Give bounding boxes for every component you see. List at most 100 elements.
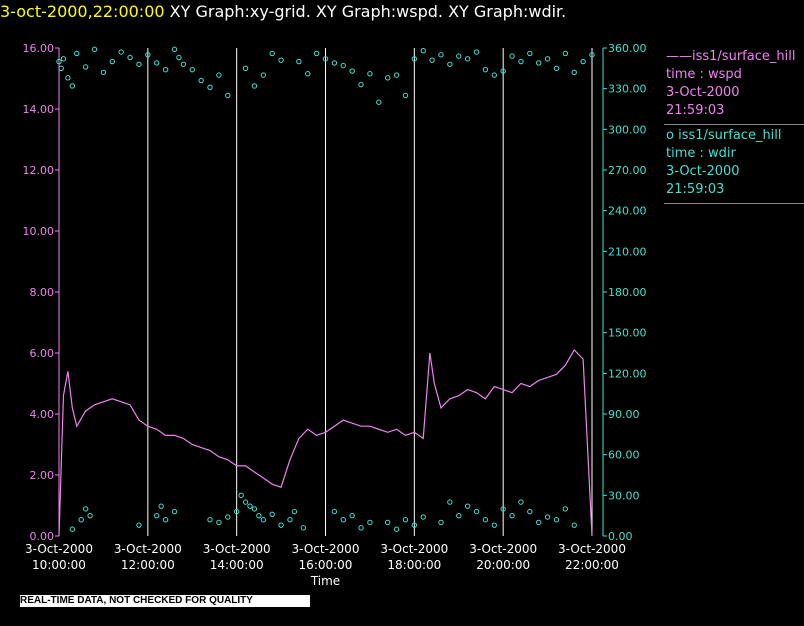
y-left-tick-label: 6.00 xyxy=(30,347,55,360)
wdir-point xyxy=(163,518,167,522)
y-right-tick-label: 300.00 xyxy=(608,123,647,136)
x-tick-label-time: 20:00:00 xyxy=(476,558,530,572)
wdir-point xyxy=(252,84,256,88)
wdir-point xyxy=(545,57,549,61)
wdir-point xyxy=(92,47,96,51)
wdir-point xyxy=(137,62,141,66)
wdir-point xyxy=(301,526,305,530)
wdir-point xyxy=(554,66,558,70)
wdir-point xyxy=(306,72,310,76)
wdir-point xyxy=(75,51,79,55)
legend-wspd-var: time : wspd xyxy=(666,66,804,84)
wdir-point xyxy=(226,515,230,519)
wdir-point xyxy=(581,59,585,63)
y-right-tick-label: 0.00 xyxy=(608,530,633,543)
wdir-point xyxy=(421,49,425,53)
wdir-point xyxy=(163,67,167,71)
wdir-point xyxy=(177,55,181,59)
wdir-point xyxy=(172,47,176,51)
wdir-point xyxy=(332,61,336,65)
wdir-point xyxy=(270,51,274,55)
wdir-point xyxy=(172,509,176,513)
wdir-point xyxy=(492,523,496,527)
y-left-tick-label: 16.00 xyxy=(23,42,55,55)
wdir-point xyxy=(110,59,114,63)
y-right-tick-label: 360.00 xyxy=(608,42,647,55)
wdir-point xyxy=(394,527,398,531)
x-tick-label-time: 14:00:00 xyxy=(210,558,264,572)
wdir-point xyxy=(270,512,274,516)
wdir-point xyxy=(572,70,576,74)
wdir-point xyxy=(155,513,159,517)
wdir-point xyxy=(537,61,541,65)
wdir-point xyxy=(492,73,496,77)
y-right-tick-label: 120.00 xyxy=(608,367,647,380)
wdir-point xyxy=(385,520,389,524)
wdir-point xyxy=(243,500,247,504)
x-tick-label-date: 3-Oct-2000 xyxy=(292,542,360,556)
wdir-point xyxy=(208,85,212,89)
y-left-tick-label: 2.00 xyxy=(30,469,55,482)
wdir-point xyxy=(190,67,194,71)
wdir-point xyxy=(137,523,141,527)
wdir-point xyxy=(519,59,523,63)
legend-wdir-time: 21:59:03 xyxy=(666,181,804,199)
wdir-point xyxy=(350,513,354,517)
legend-wdir-series: o iss1/surface_hill xyxy=(666,127,804,145)
wdir-point xyxy=(181,62,185,66)
wdir-point xyxy=(403,518,407,522)
y-right-tick-label: 30.00 xyxy=(608,489,640,502)
y-left-tick-label: 0.00 xyxy=(30,530,55,543)
y-right-tick-label: 180.00 xyxy=(608,286,647,299)
wdir-point xyxy=(88,513,92,517)
legend-wdir-date: 3-Oct-2000 xyxy=(666,163,804,181)
wdir-point xyxy=(474,50,478,54)
y-left-tick-label: 12.00 xyxy=(23,164,55,177)
x-tick-label-date: 3-Oct-2000 xyxy=(203,542,271,556)
wdir-point xyxy=(314,51,318,55)
wdir-point xyxy=(226,93,230,97)
wdir-point xyxy=(359,526,363,530)
wdir-point xyxy=(252,507,256,511)
wdir-point xyxy=(279,58,283,62)
wdir-point xyxy=(528,509,532,513)
x-tick-label-date: 3-Oct-2000 xyxy=(469,542,537,556)
wdir-point xyxy=(377,100,381,104)
wdir-point xyxy=(537,520,541,524)
y-left-tick-label: 10.00 xyxy=(23,225,55,238)
wdir-point xyxy=(199,78,203,82)
wdir-point xyxy=(248,504,252,508)
wdir-point xyxy=(261,518,265,522)
wdir-point xyxy=(155,61,159,65)
wdir-point xyxy=(368,520,372,524)
wdir-point xyxy=(128,55,132,59)
legend-wspd-date: 3-Oct-2000 xyxy=(666,84,804,102)
wdir-point xyxy=(279,523,283,527)
wdir-point xyxy=(572,523,576,527)
wdir-point xyxy=(510,513,514,517)
y-left-tick-label: 14.00 xyxy=(23,103,55,116)
wdir-point xyxy=(83,507,87,511)
wdir-point xyxy=(101,70,105,74)
wdir-point xyxy=(70,527,74,531)
wdir-point xyxy=(465,504,469,508)
wdir-point xyxy=(474,509,478,513)
wdir-point xyxy=(297,59,301,63)
x-tick-label-date: 3-Oct-2000 xyxy=(558,542,626,556)
legend-wspd-time: 21:59:03 xyxy=(666,102,804,120)
y-right-tick-label: 90.00 xyxy=(608,408,640,421)
wdir-point xyxy=(448,500,452,504)
legend-circle-icon: o xyxy=(666,128,678,143)
wdir-point xyxy=(563,51,567,55)
wdir-point xyxy=(457,513,461,517)
quality-notice: REAL-TIME DATA, NOT CHECKED FOR QUALITY xyxy=(20,595,310,607)
x-tick-label-time: 16:00:00 xyxy=(299,558,353,572)
wdir-point xyxy=(59,66,63,70)
wdir-point xyxy=(66,76,70,80)
y-right-tick-label: 270.00 xyxy=(608,164,647,177)
wdir-point xyxy=(217,73,221,77)
wdir-point xyxy=(439,53,443,57)
wdir-point xyxy=(341,518,345,522)
wdir-point xyxy=(159,504,163,508)
wdir-point xyxy=(394,73,398,77)
